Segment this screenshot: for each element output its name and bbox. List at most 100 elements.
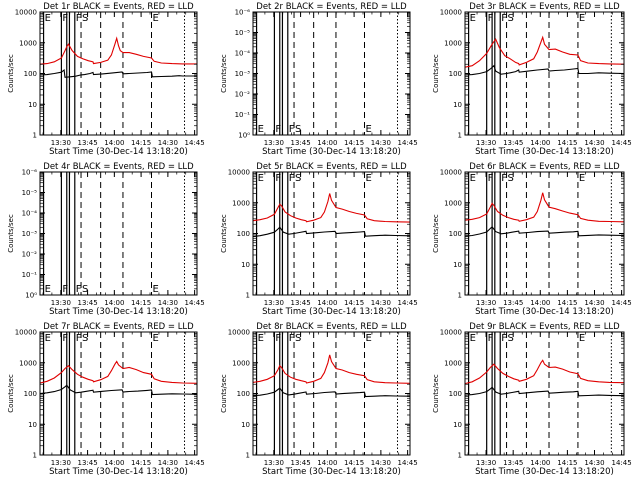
x-axis-label: Start Time (30-Dec-14 13:18:20) <box>262 307 401 317</box>
x-tick-label: 14:45 <box>612 139 632 147</box>
y-tick-label: 1 <box>458 452 462 460</box>
y-tick-label: 10 <box>28 421 37 429</box>
y-tick-label: 10⁻³ <box>235 70 251 78</box>
y-axis-label: Counts/sec <box>7 54 15 93</box>
x-tick-label: 13:30 <box>476 139 496 147</box>
y-tick-label: 1000 <box>444 39 462 47</box>
y-tick-label: 1000 <box>232 359 250 367</box>
x-axis-label: Start Time (30-Dec-14 13:18:20) <box>262 467 401 477</box>
x-tick-label: 13:45 <box>77 299 97 307</box>
y-tick-label: 100 <box>449 70 462 78</box>
y-tick-label: 10⁰ <box>25 292 37 300</box>
y-tick-label: 10⁻⁵ <box>22 189 38 197</box>
y-tick-label: 10000 <box>228 329 250 337</box>
marker-flag-e: E <box>366 124 372 135</box>
y-tick-label: 100 <box>24 390 37 398</box>
y-tick-label: 10 <box>241 261 250 269</box>
x-tick-label: 14:45 <box>398 299 418 307</box>
x-tick-label: 13:45 <box>503 299 523 307</box>
y-tick-label: 10000 <box>15 9 37 17</box>
series-lld <box>464 359 625 385</box>
marker-flag-e: E <box>45 333 51 344</box>
panel-title: Det 8r BLACK = Events, RED = LLD <box>256 322 407 332</box>
marker-flag-e: E <box>258 333 264 344</box>
panel-title: Det 6r BLACK = Events, RED = LLD <box>469 162 620 172</box>
y-tick-label: 1 <box>33 132 37 140</box>
marker-flag-f: F <box>275 333 281 344</box>
marker-flag-e: E <box>470 13 476 24</box>
x-tick-label: 13:45 <box>77 139 97 147</box>
plot-frame <box>39 11 198 136</box>
y-tick-label: 10000 <box>440 169 462 177</box>
x-tick-label: 13:30 <box>51 459 71 467</box>
y-tick-label: 10 <box>453 421 462 429</box>
marker-flag-f: F <box>62 284 68 295</box>
panel-title: Det 1r BLACK = Events, RED = LLD <box>43 2 194 12</box>
x-axis-label: Start Time (30-Dec-14 13:18:20) <box>49 147 188 157</box>
y-tick-label: 10⁻³ <box>22 230 38 238</box>
marker-flag-e: E <box>366 333 372 344</box>
marker-flag-f: F <box>501 173 507 184</box>
marker-flag-e: E <box>579 333 585 344</box>
panel-title: Det 3r BLACK = Events, RED = LLD <box>469 2 620 12</box>
x-tick-label: 13:45 <box>290 139 310 147</box>
series-lld <box>464 35 625 68</box>
marker-flag-s: S <box>82 13 88 24</box>
marker-flag-e: E <box>258 124 264 135</box>
x-tick-label: 14:00 <box>317 299 337 307</box>
y-tick-label: 10⁻¹ <box>22 271 38 279</box>
marker-flag-f: F <box>488 333 494 344</box>
x-tick-label: 14:30 <box>371 139 391 147</box>
y-tick-label: 100 <box>449 390 462 398</box>
x-tick-label: 14:15 <box>131 459 151 467</box>
marker-flag-f: F <box>289 124 295 135</box>
y-tick-label: 1000 <box>444 199 462 207</box>
x-axis-label: Start Time (30-Dec-14 13:18:20) <box>49 467 188 477</box>
y-tick-label: 10⁻⁶ <box>22 169 38 177</box>
x-tick-label: 14:45 <box>398 459 418 467</box>
y-tick-label: 1000 <box>444 359 462 367</box>
marker-flag-e: E <box>153 333 159 344</box>
x-tick-label: 14:30 <box>584 459 604 467</box>
x-tick-label: 14:15 <box>344 459 364 467</box>
y-tick-label: 10 <box>453 261 462 269</box>
panel-title: Det 7r BLACK = Events, RED = LLD <box>43 322 194 332</box>
y-axis-label: Counts/sec <box>432 214 440 253</box>
x-tick-label: 14:15 <box>131 299 151 307</box>
y-tick-label: 1 <box>458 292 462 300</box>
y-tick-label: 10 <box>28 101 37 109</box>
y-tick-label: 10⁻² <box>235 91 251 99</box>
y-axis-label: Counts/sec <box>220 374 228 413</box>
x-tick-label: 13:30 <box>264 459 284 467</box>
x-tick-label: 13:45 <box>503 459 523 467</box>
y-tick-label: 10⁻⁶ <box>235 9 251 17</box>
marker-flag-s: S <box>82 333 88 344</box>
plot-frame <box>252 11 411 136</box>
marker-flag-e: E <box>470 173 476 184</box>
marker-flag-f: F <box>488 13 494 24</box>
x-tick-label: 14:15 <box>557 459 577 467</box>
marker-flag-f: F <box>62 333 68 344</box>
marker-flag-s: S <box>295 173 301 184</box>
y-tick-label: 10000 <box>15 329 37 337</box>
marker-flag-f: F <box>62 13 68 24</box>
marker-flag-s: S <box>508 13 514 24</box>
marker-flag-e: E <box>153 13 159 24</box>
x-tick-label: 14:00 <box>530 459 550 467</box>
x-tick-label: 14:45 <box>398 139 418 147</box>
marker-flag-f: F <box>76 333 82 344</box>
x-tick-label: 14:30 <box>158 459 178 467</box>
series-events <box>464 64 625 76</box>
marker-flag-e: E <box>258 173 264 184</box>
plot-frame <box>464 11 625 136</box>
y-tick-label: 10⁻² <box>22 251 38 259</box>
series-lld <box>39 360 198 384</box>
x-axis-label: Start Time (30-Dec-14 13:18:20) <box>475 467 614 477</box>
x-tick-label: 14:00 <box>317 459 337 467</box>
